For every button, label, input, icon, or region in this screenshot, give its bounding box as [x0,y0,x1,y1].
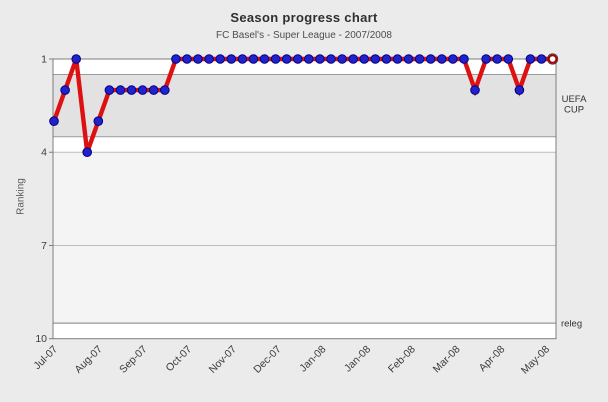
y-tick-label: 10 [35,333,47,345]
data-point [392,54,403,64]
data-point [115,85,126,95]
x-tick-label: Jul-07 [31,343,60,372]
last-data-point [547,54,558,64]
data-point [337,54,347,64]
data-point [93,116,104,126]
data-point [370,54,381,64]
data-point [270,54,281,64]
data-point [503,54,514,64]
data-point [71,54,81,64]
data-point [60,85,70,95]
data-point [104,85,115,95]
x-tick-label: Aug-07 [72,343,105,376]
data-point [437,54,447,64]
data-point [315,54,325,64]
x-tick-label: Jan-08 [297,343,328,374]
data-point [226,54,237,64]
x-tick-label: Jan-08 [342,343,373,374]
data-point [514,85,525,95]
data-point [259,54,270,64]
x-tick-label: Feb-08 [386,343,418,375]
data-point [193,54,203,64]
x-tick-label: Sep-07 [117,343,150,376]
data-point [326,54,336,64]
data-point [49,116,59,126]
data-point [492,54,503,64]
chart-subtitle: FC Basel's - Super League - 2007/2008 [216,30,392,41]
data-point [403,54,414,64]
data-point [148,85,159,95]
x-tick-label: Oct-07 [164,343,195,374]
mid-band [53,152,556,324]
data-point [448,54,458,64]
x-tick-label: Nov-07 [207,343,240,376]
data-point [381,54,392,64]
data-point [359,54,370,64]
data-point [459,54,469,64]
data-point [137,85,148,95]
y-tick-label: 7 [41,240,47,252]
data-point [414,54,425,64]
x-tick-label: Mar-08 [431,343,463,375]
last-data-point-outline [546,53,559,65]
data-point [470,85,480,95]
uefa-cup-label: CUP [564,105,584,116]
data-point [215,54,225,64]
data-point [237,54,248,64]
data-point [293,54,303,64]
data-point [525,54,536,64]
data-point [182,54,192,64]
data-point [82,147,92,157]
data-point [171,54,181,64]
data-point [281,54,292,64]
y-tick-label: 4 [41,147,47,159]
data-point [481,54,491,64]
ranking-line [51,56,553,153]
data-point [348,54,359,64]
uefa-cup-band [53,74,556,137]
data-point [425,54,436,64]
data-point [304,54,314,64]
x-tick-label: Apr-08 [477,343,508,374]
uefa-cup-label: UEFA [562,94,587,105]
x-tick-label: May-08 [519,343,552,376]
x-tick-label: Dec-07 [251,343,284,376]
y-tick-label: 1 [41,54,47,66]
chart-title: Season progress chart [230,10,378,25]
relegation-label: releg [561,319,582,330]
data-point [536,54,547,64]
data-point [160,85,170,95]
data-point [248,54,259,64]
data-point [126,85,137,95]
data-point [204,54,214,64]
